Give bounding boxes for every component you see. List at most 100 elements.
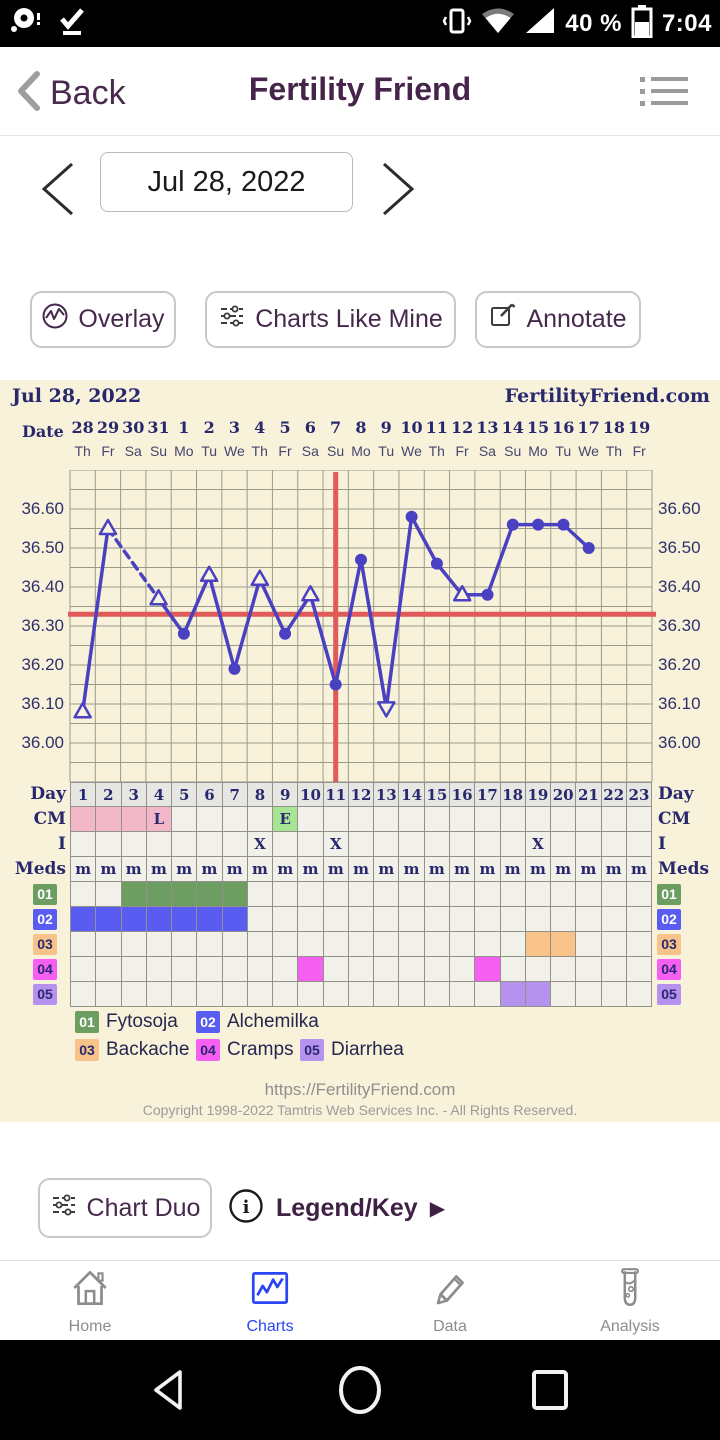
legend-key-button[interactable]: i Legend/Key ▶ xyxy=(228,1186,445,1230)
med-01-cell-9 xyxy=(273,882,299,907)
intercourse-label-right: I xyxy=(658,834,666,854)
legend-item-02: 02 Alchemilka xyxy=(196,1010,319,1034)
status-bar: 40 % 7:04 xyxy=(0,0,720,47)
nav-item-home[interactable]: Home xyxy=(0,1261,180,1340)
android-recents-button[interactable] xyxy=(520,1360,580,1420)
med-03-cell-3 xyxy=(121,932,147,957)
nav-item-charts[interactable]: Charts xyxy=(180,1261,360,1340)
cm-cell-4: L xyxy=(146,807,173,832)
cm-cell-9: E xyxy=(273,807,299,832)
med-01-cell-16 xyxy=(449,882,476,907)
med-04-cell-12 xyxy=(348,957,375,982)
med-03-cell-17 xyxy=(475,932,501,957)
previous-day-button[interactable] xyxy=(32,158,84,220)
med-badge-01: 01 xyxy=(33,884,57,905)
med-04-cell-13 xyxy=(374,957,400,982)
temp-marker-circle xyxy=(329,678,342,691)
weekday: Fr xyxy=(101,443,115,459)
meds-cell-14: m xyxy=(399,857,425,882)
intercourse-cell-14 xyxy=(399,832,425,857)
day-cell: 11 xyxy=(323,783,349,807)
med-02-cell-16 xyxy=(449,907,476,932)
charts-like-mine-button[interactable]: Charts Like Mine xyxy=(205,291,456,348)
meds-cell-2: m xyxy=(96,857,122,882)
weekday: Su xyxy=(504,443,522,459)
weekday: Mo xyxy=(174,443,194,459)
med-04-cell-5 xyxy=(172,957,198,982)
med-04-cell-15 xyxy=(424,957,450,982)
legend-item-03: 03 Backache xyxy=(75,1038,189,1062)
med-01-cell-20 xyxy=(551,882,577,907)
vibrate-icon xyxy=(442,6,472,41)
android-home-button[interactable] xyxy=(330,1360,390,1420)
cm-cell-14 xyxy=(399,807,425,832)
nav-item-analysis[interactable]: Analysis xyxy=(540,1261,720,1340)
weekday: Th xyxy=(605,443,623,459)
nav-label-charts: Charts xyxy=(246,1318,294,1335)
weekday: Tu xyxy=(201,443,218,459)
calendar-date: 14 xyxy=(501,418,524,437)
intercourse-cell-16 xyxy=(449,832,476,857)
temp-marker-circle xyxy=(430,557,443,570)
overlay-button[interactable]: Overlay xyxy=(30,291,176,348)
cm-cell-22 xyxy=(601,807,627,832)
date-picker-field[interactable]: Jul 28, 2022 xyxy=(100,152,353,212)
med-04-cell-20 xyxy=(551,957,577,982)
temp-marker-triangle-down xyxy=(377,701,396,718)
med-03-cell-9 xyxy=(273,932,299,957)
med-04-cell-21 xyxy=(576,957,602,982)
med-02-cell-19 xyxy=(525,907,552,932)
med-02-cell-2 xyxy=(96,907,122,932)
calendar-date: 3 xyxy=(228,418,240,437)
row-med-01-cells xyxy=(70,882,653,907)
temp-segment xyxy=(207,573,237,671)
med-02-cell-10 xyxy=(298,907,324,932)
chart-data-rows: 1 2 3 4 5 6 7 8 9 10 11 12 13 14 15 16 17 18 19 20 21 22 23 Day… xyxy=(0,782,720,1007)
med-01-cell-4 xyxy=(146,882,173,907)
med-03-cell-11 xyxy=(323,932,349,957)
back-button[interactable]: Back xyxy=(14,69,126,118)
page-title: Fertility Friend xyxy=(248,71,472,107)
legend-badge-03: 03 xyxy=(75,1039,99,1061)
temp-segment xyxy=(232,577,262,671)
med-03-cell-15 xyxy=(424,932,450,957)
med-01-cell-2 xyxy=(96,882,122,907)
med-03-cell-16 xyxy=(449,932,476,957)
nav-label-data: Data xyxy=(433,1318,467,1335)
cm-cell-2 xyxy=(96,807,122,832)
android-back-button[interactable] xyxy=(140,1360,200,1420)
cm-cell-1 xyxy=(71,807,97,832)
meds-cell-9: m xyxy=(273,857,299,882)
nav-item-data[interactable]: Data xyxy=(360,1261,540,1340)
med-02-cell-6 xyxy=(197,907,223,932)
temp-marker-circle xyxy=(481,588,494,601)
calendar-date: 12 xyxy=(450,418,474,437)
meds-cell-11: m xyxy=(323,857,349,882)
temp-tick-label: 36.00 xyxy=(21,733,64,752)
meds-cell-21: m xyxy=(576,857,602,882)
bottom-navigation: Home Charts Data xyxy=(0,1260,720,1340)
day-cell: 19 xyxy=(525,783,552,807)
annotate-button[interactable]: Annotate xyxy=(475,291,641,348)
med-05-cell-16 xyxy=(449,982,476,1007)
med-04-cell-2 xyxy=(96,957,122,982)
meds-cell-4: m xyxy=(146,857,173,882)
med-05-cell-17 xyxy=(475,982,501,1007)
intercourse-cell-2 xyxy=(96,832,122,857)
nav-label-home: Home xyxy=(68,1318,112,1335)
temp-marker-triangle xyxy=(250,569,270,586)
weekday: Th xyxy=(74,443,91,459)
weekday: We xyxy=(401,443,422,459)
list-menu-button[interactable] xyxy=(638,73,690,116)
med-01-cell-5 xyxy=(172,882,198,907)
annotate-edit-icon xyxy=(489,302,517,337)
temp-tick-label: 36.60 xyxy=(21,499,64,518)
med-01-cell-3 xyxy=(121,882,147,907)
next-day-button[interactable] xyxy=(372,158,424,220)
temp-segment xyxy=(359,557,389,710)
cm-cell-15 xyxy=(424,807,450,832)
meds-legend: 01 Fytosoja 02 Alchemilka 03 Backache 04 Cramps… xyxy=(0,1008,720,1066)
chart-duo-button[interactable]: Chart Duo xyxy=(38,1178,212,1238)
